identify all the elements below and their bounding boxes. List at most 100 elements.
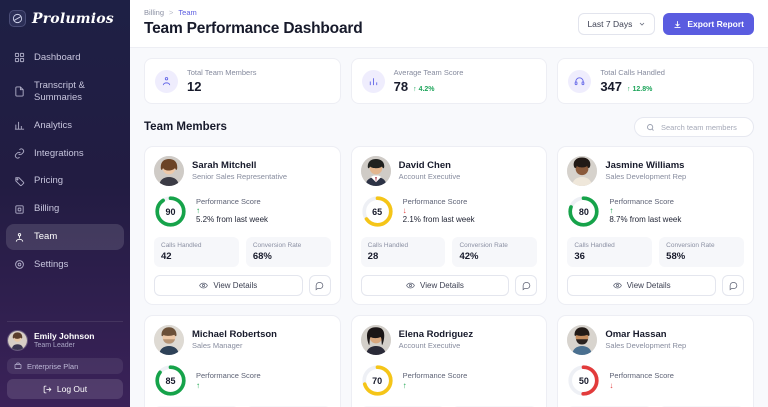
performance-score: 65	[372, 206, 383, 217]
view-details-button[interactable]: View Details	[154, 275, 303, 296]
member-name: Jasmine Williams	[605, 160, 685, 172]
date-range-value: Last 7 Days	[587, 19, 633, 29]
member-card: Sarah Mitchell Senior Sales Representati…	[144, 146, 341, 305]
team-grid-row-1: Sarah Mitchell Senior Sales Representati…	[144, 146, 754, 305]
view-details-button[interactable]: View Details	[567, 275, 716, 296]
content-area: Total Team Members 12 Average	[130, 48, 768, 407]
breadcrumb-parent[interactable]: Billing	[144, 8, 165, 17]
performance-ring: 50	[567, 364, 600, 397]
export-report-button[interactable]: Export Report	[663, 13, 754, 35]
trend-text: 8.7% from last week	[609, 215, 682, 225]
performance-ring: 90	[154, 195, 187, 228]
performance-ring: 70	[361, 364, 394, 397]
title-block: Billing > Team Team Performance Dashboar…	[144, 8, 363, 38]
member-name: Elena Rodriguez	[398, 329, 474, 341]
logout-button[interactable]: Log Out	[7, 379, 123, 399]
performance-block: 70 Performance Score ↑	[361, 364, 538, 397]
message-icon	[522, 281, 531, 291]
stat-value: 12	[187, 79, 202, 94]
view-details-label: View Details	[626, 281, 671, 290]
link-icon	[14, 148, 25, 159]
stat-label: Average Team Score	[393, 68, 464, 77]
member-role: Sales Development Rep	[605, 341, 687, 351]
sidebar-item-label: Pricing	[34, 175, 64, 187]
breadcrumb-current[interactable]: Team	[178, 8, 197, 17]
view-details-label: View Details	[213, 281, 258, 290]
sidebar-user-block: Emily Johnson Team Leader Enterprise Pla…	[0, 313, 130, 407]
member-card: Elena Rodriguez Account Executive 70	[350, 315, 548, 407]
performance-label: Performance Score	[609, 371, 674, 381]
search-box[interactable]	[634, 117, 754, 137]
breadcrumb: Billing > Team	[144, 8, 362, 17]
message-button[interactable]	[308, 275, 331, 296]
logout-icon	[43, 385, 52, 394]
sidebar-item-billing[interactable]: Billing	[6, 196, 124, 222]
avatar	[567, 325, 598, 355]
member-name: Michael Robertson	[192, 329, 277, 341]
avatar	[360, 325, 391, 355]
metric-conversion-rate: Conversion Rate 42%	[452, 237, 538, 267]
trend-text: 2.1% from last week	[402, 215, 475, 225]
metric-conversion-rate: Conversion Rate 68%	[245, 237, 331, 267]
sidebar-item-dashboard[interactable]: Dashboard	[6, 45, 124, 71]
sidebar-item-pricing[interactable]: Pricing	[6, 168, 124, 194]
chevron-down-icon	[638, 20, 646, 28]
member-role: Account Executive	[398, 341, 461, 351]
sidebar-item-analytics[interactable]: Analytics	[6, 113, 124, 139]
sidebar-item-label: Dashboard	[34, 52, 81, 63]
eye-icon	[612, 281, 622, 290]
download-icon	[673, 20, 682, 29]
sidebar-nav: Dashboard Transcript & Summaries Analyti…	[0, 45, 130, 278]
plan-badge: Enterprise Plan	[7, 358, 123, 374]
trend-arrow-down-icon: ↓	[609, 380, 614, 390]
sidebar-item-integrations[interactable]: Integrations	[6, 141, 124, 167]
date-range-select[interactable]: Last 7 Days	[578, 13, 656, 35]
stat-delta: ↑ 4.2%	[413, 86, 435, 93]
stat-card-average-team-score: Average Team Score 78 ↑ 4.2%	[350, 58, 548, 104]
sidebar-item-label: Transcript & Summaries	[34, 79, 85, 103]
message-icon	[729, 281, 738, 291]
performance-label: Performance Score	[609, 197, 674, 207]
performance-block: 90 Performance Score ↑ 5.2% from last we…	[154, 195, 331, 228]
user-name: Emily Johnson	[34, 330, 95, 341]
page-title: Team Performance Dashboard	[144, 20, 363, 37]
member-card: Omar Hassan Sales Development Rep 50	[557, 315, 754, 407]
message-button[interactable]	[722, 275, 744, 296]
stat-body: Total Team Members 12	[187, 68, 256, 94]
eye-icon	[199, 281, 209, 290]
stat-value: 78	[393, 79, 409, 94]
sidebar-item-transcript-summaries[interactable]: Transcript & Summaries	[6, 73, 124, 111]
divider	[7, 321, 123, 322]
trend-arrow-down-icon: ↓	[402, 206, 407, 216]
metric-value: 42	[161, 251, 172, 262]
metric-label: Conversion Rate	[666, 242, 715, 249]
sidebar-item-team[interactable]: Team	[6, 224, 124, 250]
trend-text: 5.2% from last week	[196, 215, 269, 225]
view-details-button[interactable]: View Details	[360, 275, 510, 296]
performance-label: Performance Score	[402, 197, 468, 207]
message-button[interactable]	[515, 275, 538, 296]
plan-label: Enterprise Plan	[27, 361, 79, 371]
sidebar-item-label: Integrations	[34, 147, 84, 159]
stat-delta: ↑ 12.8%	[627, 86, 653, 93]
avatar	[154, 325, 184, 355]
member-name: Omar Hassan	[605, 329, 667, 341]
sidebar-item-settings[interactable]: Settings	[6, 252, 124, 278]
performance-label: Performance Score	[196, 197, 261, 207]
search-icon	[646, 123, 655, 132]
performance-block: 85 Performance Score ↑	[154, 364, 331, 397]
avatar	[567, 156, 598, 186]
metric-value: 58%	[666, 251, 686, 262]
performance-score: 85	[165, 375, 176, 386]
stats-row: Total Team Members 12 Average	[144, 58, 754, 104]
metric-label: Calls Handled	[161, 242, 202, 249]
breadcrumb-separator: >	[169, 8, 174, 17]
sidebar-item-label: Billing	[34, 203, 60, 215]
member-role: Account Executive	[398, 172, 461, 182]
search-input[interactable]	[661, 122, 742, 132]
member-name: David Chen	[398, 160, 451, 172]
stat-label: Total Calls Handled	[600, 68, 665, 77]
stat-value: 347	[600, 79, 623, 94]
stat-card-total-team-members: Total Team Members 12	[144, 58, 341, 104]
user-profile[interactable]: Emily Johnson Team Leader	[7, 330, 123, 351]
